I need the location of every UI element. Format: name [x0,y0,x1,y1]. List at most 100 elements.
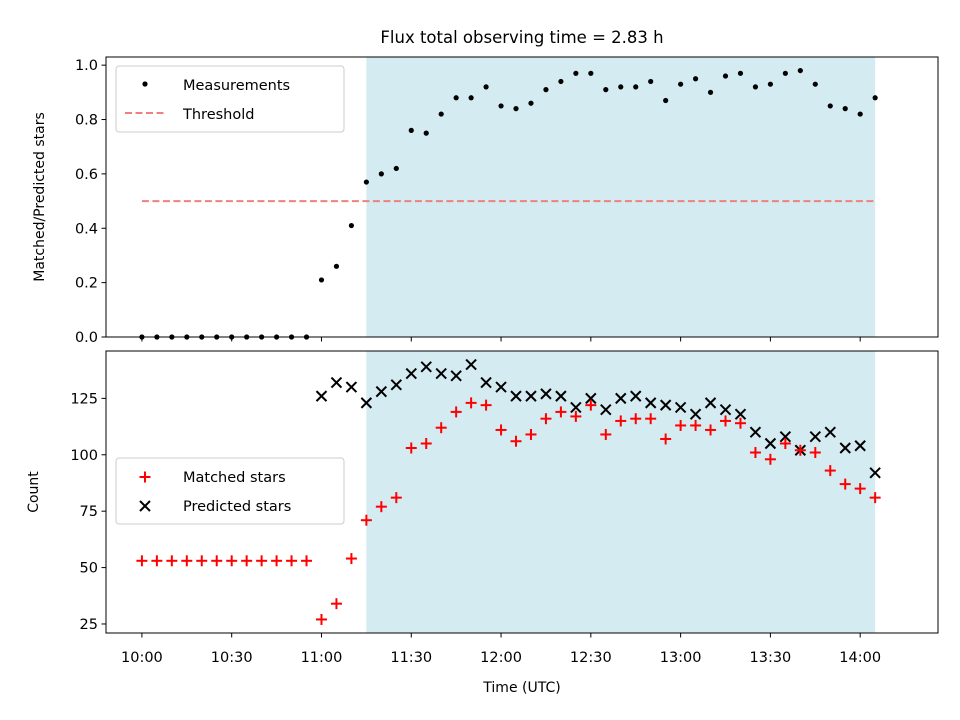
predicted-point [659,399,672,411]
x-tick-label: 13:00 [660,650,702,666]
predicted-point [615,392,627,405]
predicted-point [330,376,343,389]
legend-predicted-label: Predicted stars [183,499,291,515]
matched-point [839,478,851,490]
predicted-point [375,385,388,398]
legend-matched-glyph [139,471,151,483]
measurement-point [692,76,699,82]
measurement-point [423,130,429,136]
x-tick-label: 10:00 [121,650,163,666]
x-tick-label: 10:30 [211,650,253,666]
predicted-point [315,390,328,402]
bottom-y-tick-label: 75 [80,504,98,520]
measurement-point [453,95,459,101]
predicted-point [824,426,836,438]
bottom-y-tick-label: 25 [80,617,98,633]
matched-point [345,553,357,565]
predicted-point [540,388,552,400]
matched-point [794,444,806,456]
measurement-point [618,84,624,90]
predicted-point [405,367,417,380]
predicted-point [630,390,642,402]
top-legend: Measurements Threshold [115,65,345,133]
bottom-x-ticks: 10:00 10:30 11:00 11:30 12:00 12:30 13:00 13:30… [121,633,881,666]
predicted-point [525,390,537,402]
matched-point [869,492,881,504]
measurement-point [588,70,594,76]
top-y-tick-label: 0.4 [75,221,98,237]
predicted-point [809,431,822,443]
measurement-point [633,84,639,90]
matched-point [480,399,492,411]
x-tick-label: 13:30 [750,650,792,666]
matched-point [824,465,836,477]
legend-measurements-marker [142,81,148,87]
predicted-point [495,381,507,393]
top-shaded-region [366,57,876,337]
measurement-point [827,103,833,109]
predicted-point [689,408,702,420]
matched-point [660,433,672,445]
top-y-ticks: 0.0 0.2 0.4 0.6 0.8 1.0 [75,58,106,346]
predicted-point [360,397,373,409]
predicted-point [345,381,358,393]
x-tick-label: 11:30 [390,650,432,666]
measurement-point [663,97,669,104]
predicted-point [570,401,582,414]
matched-point [271,555,283,567]
matched-point [585,399,597,411]
x-tick-label: 12:00 [480,650,522,666]
measurement-point [842,106,848,112]
matched-point [360,514,372,526]
matched-point [854,483,866,495]
predicted-series [315,358,881,479]
predicted-point [704,397,717,409]
measurement-point [348,222,355,229]
legend-predicted-glyph [139,500,151,512]
predicted-point [839,442,851,454]
measurement-point [603,87,609,93]
matched-point [390,492,402,504]
measurement-point [737,70,744,76]
measurement-point [797,67,803,74]
matched-point [749,447,761,459]
measurement-point [318,277,325,283]
measurement-point [812,81,818,87]
x-tick-label: 14:00 [839,650,881,666]
predicted-point [555,390,567,402]
top-y-tick-label: 0.0 [75,330,98,346]
matched-point [645,413,657,425]
matched-point [330,598,342,610]
matched-point [495,424,507,436]
predicted-point [465,358,477,371]
measurement-point [678,81,684,87]
predicted-point [644,397,657,409]
measurement-point [333,263,340,269]
bottom-axes-frame [105,350,939,634]
measurement-point [782,70,788,76]
matched-point [420,437,432,449]
predicted-point [510,390,522,402]
bottom-y-axis-label: Count [26,471,42,513]
top-y-axis-label: Matched/Predicted stars [32,112,48,282]
matched-point [196,555,208,567]
chart-title: Flux total observing time = 2.83 h [380,28,663,47]
measurement-point [872,95,878,101]
matched-point [166,555,178,567]
matched-point [779,437,791,449]
bottom-y-tick-label: 100 [70,448,98,464]
matched-point [690,419,702,431]
bottom-y-ticks: 25 50 75 100 125 [70,391,106,633]
measurement-point [528,100,534,106]
measurement-point [408,127,414,133]
bottom-y-tick-label: 125 [70,391,98,407]
top-legend-box [115,65,345,133]
matched-point [181,555,193,567]
measurement-point [648,78,654,85]
predicted-point [764,437,777,450]
matched-point [241,555,253,567]
measurement-point [722,73,729,79]
bottom-legend-box [115,457,345,525]
matched-point [734,417,746,429]
